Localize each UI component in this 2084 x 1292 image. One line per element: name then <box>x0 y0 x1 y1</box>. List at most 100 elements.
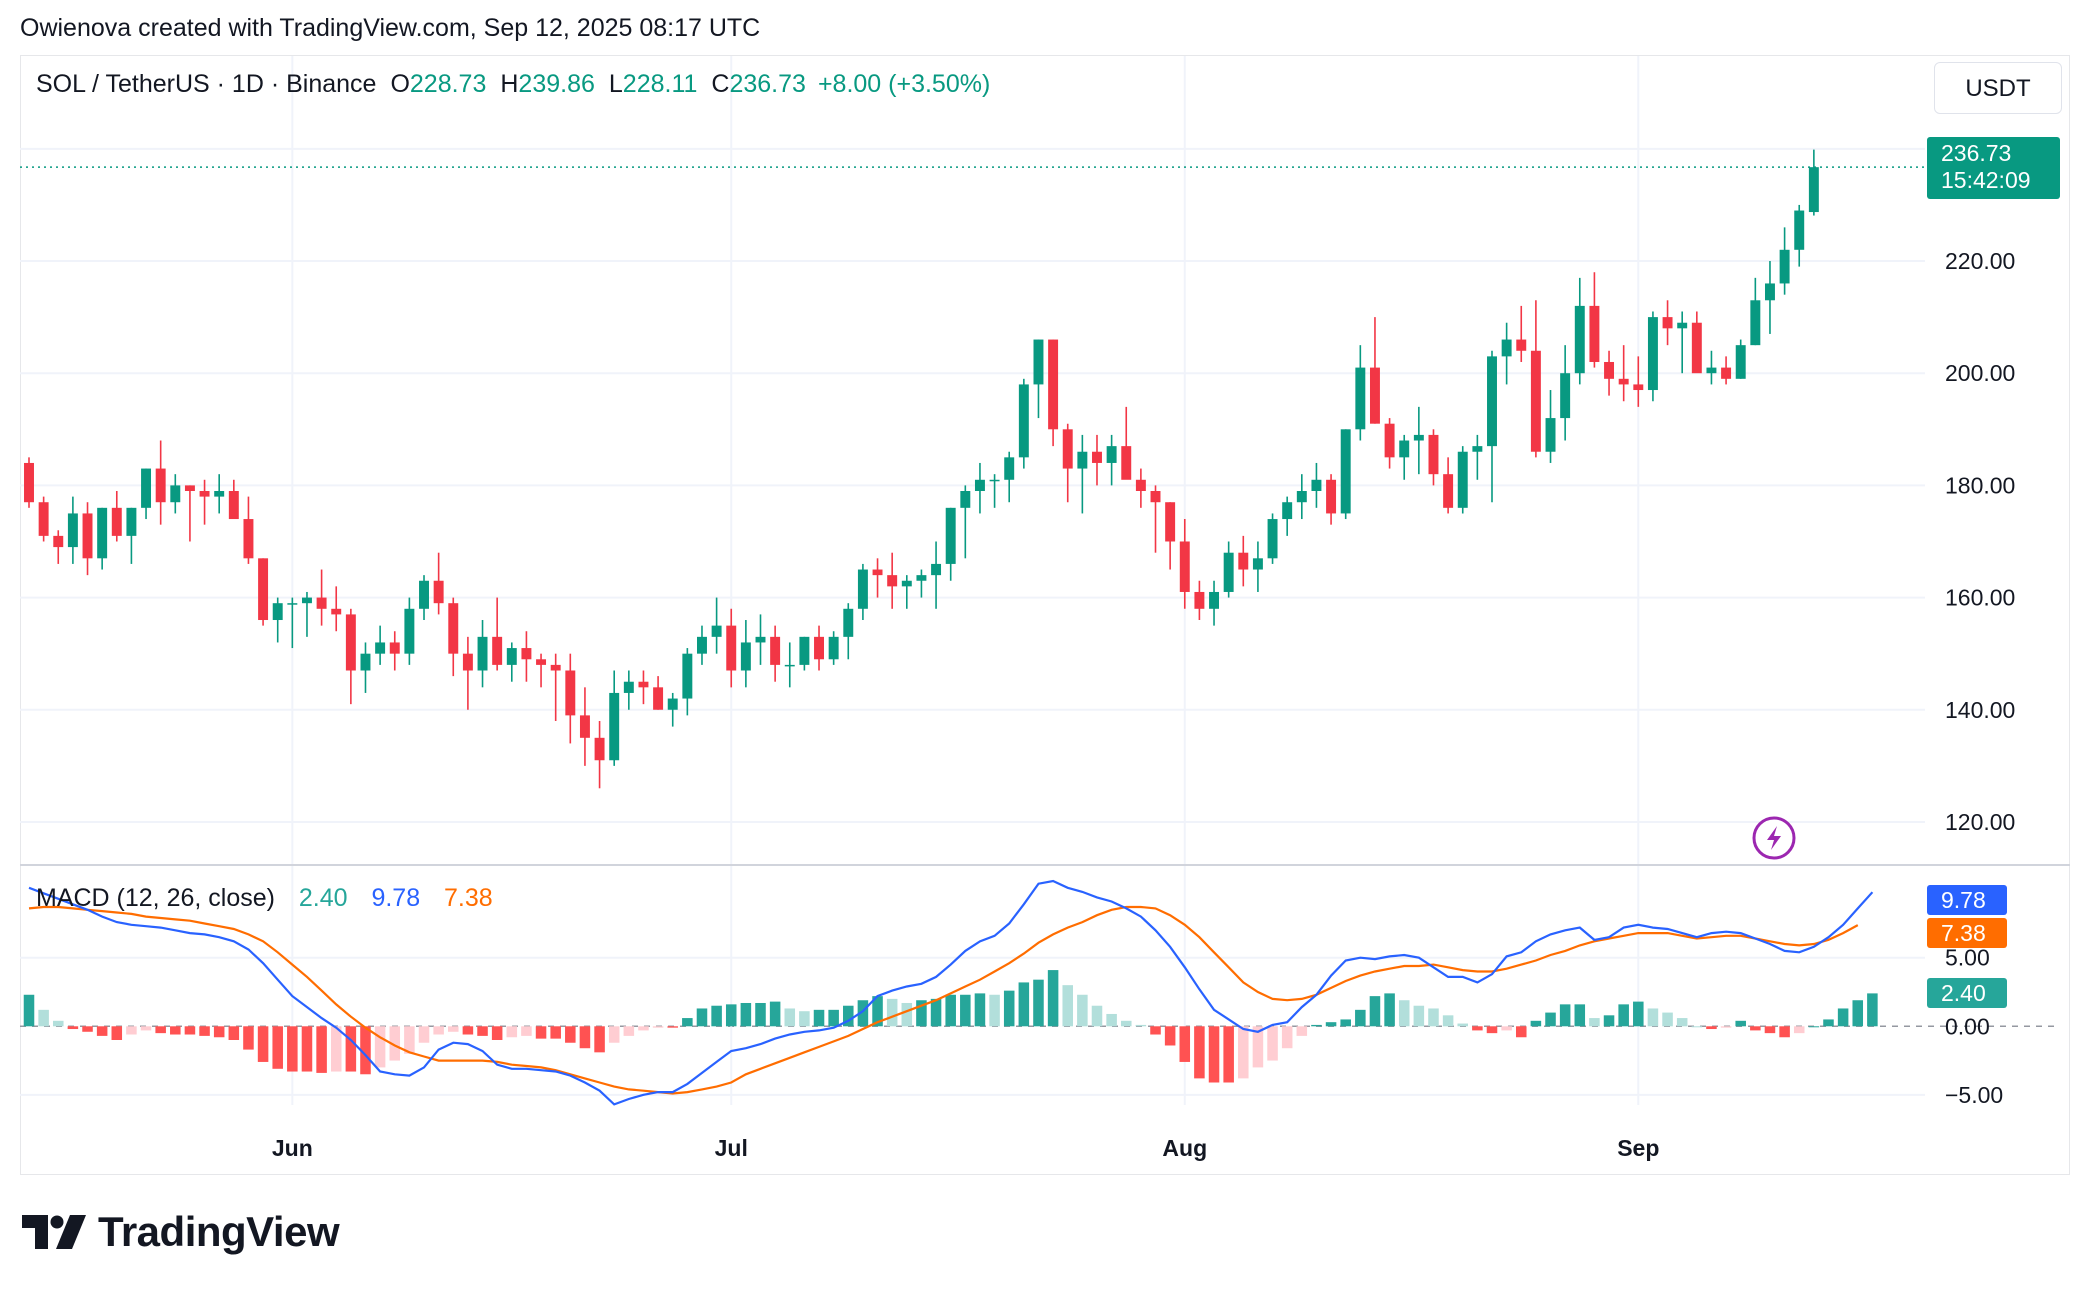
candle[interactable] <box>1092 434 1102 486</box>
candle[interactable] <box>623 670 634 710</box>
symbol-name[interactable]: SOL / TetherUS · 1D · Binance <box>36 70 377 98</box>
candle[interactable] <box>1296 474 1307 520</box>
candle[interactable] <box>916 569 927 598</box>
candle[interactable] <box>1604 350 1615 396</box>
candle[interactable] <box>740 620 751 688</box>
candle[interactable] <box>243 496 254 564</box>
candle[interactable] <box>1179 519 1190 609</box>
candle[interactable] <box>1413 406 1424 475</box>
candle[interactable] <box>1589 272 1600 368</box>
candle[interactable] <box>155 440 166 525</box>
candle[interactable] <box>272 597 283 643</box>
currency-button[interactable]: USDT <box>1934 62 2062 114</box>
candle[interactable] <box>1062 423 1073 503</box>
candle[interactable] <box>1487 350 1497 503</box>
candle[interactable] <box>419 575 429 621</box>
chart-canvas[interactable]: 240.00220.00200.00180.00160.00140.00120.… <box>0 0 2084 1180</box>
candle[interactable] <box>726 608 737 688</box>
candle[interactable] <box>887 552 898 609</box>
candle[interactable] <box>667 692 678 727</box>
candle[interactable] <box>1647 311 1658 402</box>
lightning-icon[interactable] <box>1752 816 1796 860</box>
candle[interactable] <box>38 496 49 542</box>
candle[interactable] <box>1750 277 1761 346</box>
candle[interactable] <box>331 586 342 632</box>
candle[interactable] <box>550 653 561 721</box>
candle[interactable] <box>1355 345 1366 441</box>
candle[interactable] <box>1121 406 1132 480</box>
candle[interactable] <box>1267 513 1278 564</box>
candle[interactable] <box>1516 305 1527 362</box>
candle[interactable] <box>1764 261 1775 334</box>
candle[interactable] <box>653 676 664 710</box>
candle[interactable] <box>594 720 605 789</box>
candle[interactable] <box>1530 300 1541 458</box>
candle[interactable] <box>931 541 942 609</box>
candle[interactable] <box>1706 350 1717 385</box>
candle[interactable] <box>287 597 298 649</box>
candle[interactable] <box>389 631 400 671</box>
candle[interactable] <box>170 474 181 514</box>
candle[interactable] <box>1165 502 1176 570</box>
candle[interactable] <box>345 608 356 705</box>
candle[interactable] <box>1560 345 1571 441</box>
candle[interactable] <box>82 502 93 576</box>
candle[interactable] <box>1004 451 1015 503</box>
candle[interactable] <box>828 631 839 665</box>
candle[interactable] <box>1150 485 1161 553</box>
candle[interactable] <box>184 485 195 542</box>
candle[interactable] <box>784 642 795 688</box>
candle[interactable] <box>1399 434 1410 480</box>
candle[interactable] <box>1194 580 1205 621</box>
candle[interactable] <box>857 563 868 621</box>
candle[interactable] <box>1574 277 1585 385</box>
candle[interactable] <box>433 552 444 615</box>
candle[interactable] <box>1501 322 1512 385</box>
candle[interactable] <box>1340 429 1351 520</box>
candle[interactable] <box>199 479 210 525</box>
candle[interactable] <box>1721 356 1732 385</box>
candle[interactable] <box>1311 462 1322 508</box>
candle[interactable] <box>814 625 824 671</box>
candle[interactable] <box>872 558 883 598</box>
candle[interactable] <box>1662 300 1673 346</box>
candle[interactable] <box>1282 496 1293 536</box>
macd-legend-label[interactable]: MACD (12, 26, close) <box>36 884 275 912</box>
candle[interactable] <box>111 491 122 542</box>
candle[interactable] <box>770 625 781 682</box>
candle[interactable] <box>1018 378 1029 469</box>
candle[interactable] <box>609 670 620 766</box>
candle[interactable] <box>1691 311 1702 374</box>
candle[interactable] <box>682 648 693 716</box>
candle[interactable] <box>404 597 415 665</box>
candle[interactable] <box>901 575 912 609</box>
candle[interactable] <box>53 530 64 564</box>
candle[interactable] <box>141 468 152 520</box>
candle[interactable] <box>375 625 386 665</box>
macd-legend[interactable]: MACD (12, 26, close) 2.40 9.78 7.38 <box>36 884 493 913</box>
candle[interactable] <box>1618 345 1629 402</box>
candle[interactable] <box>97 507 108 570</box>
candle[interactable] <box>1794 204 1805 267</box>
candle[interactable] <box>67 496 78 564</box>
candle[interactable] <box>1106 434 1117 486</box>
candle[interactable] <box>1238 535 1249 587</box>
candle[interactable] <box>1252 541 1263 592</box>
candle[interactable] <box>1808 149 1819 216</box>
candle[interactable] <box>1048 339 1059 447</box>
candle[interactable] <box>1472 434 1483 480</box>
candle[interactable] <box>1033 339 1044 419</box>
candle[interactable] <box>1457 446 1468 514</box>
candle[interactable] <box>1326 474 1337 525</box>
candle[interactable] <box>462 636 473 710</box>
candle[interactable] <box>989 474 1000 508</box>
candle[interactable] <box>1369 317 1380 424</box>
candle[interactable] <box>506 642 517 682</box>
candle[interactable] <box>755 614 766 665</box>
tradingview-logo[interactable]: TradingView <box>22 1208 340 1256</box>
candle[interactable] <box>477 620 488 688</box>
candle[interactable] <box>1428 429 1439 486</box>
candle[interactable] <box>24 457 34 508</box>
candle[interactable] <box>974 462 985 514</box>
candle[interactable] <box>711 597 722 654</box>
